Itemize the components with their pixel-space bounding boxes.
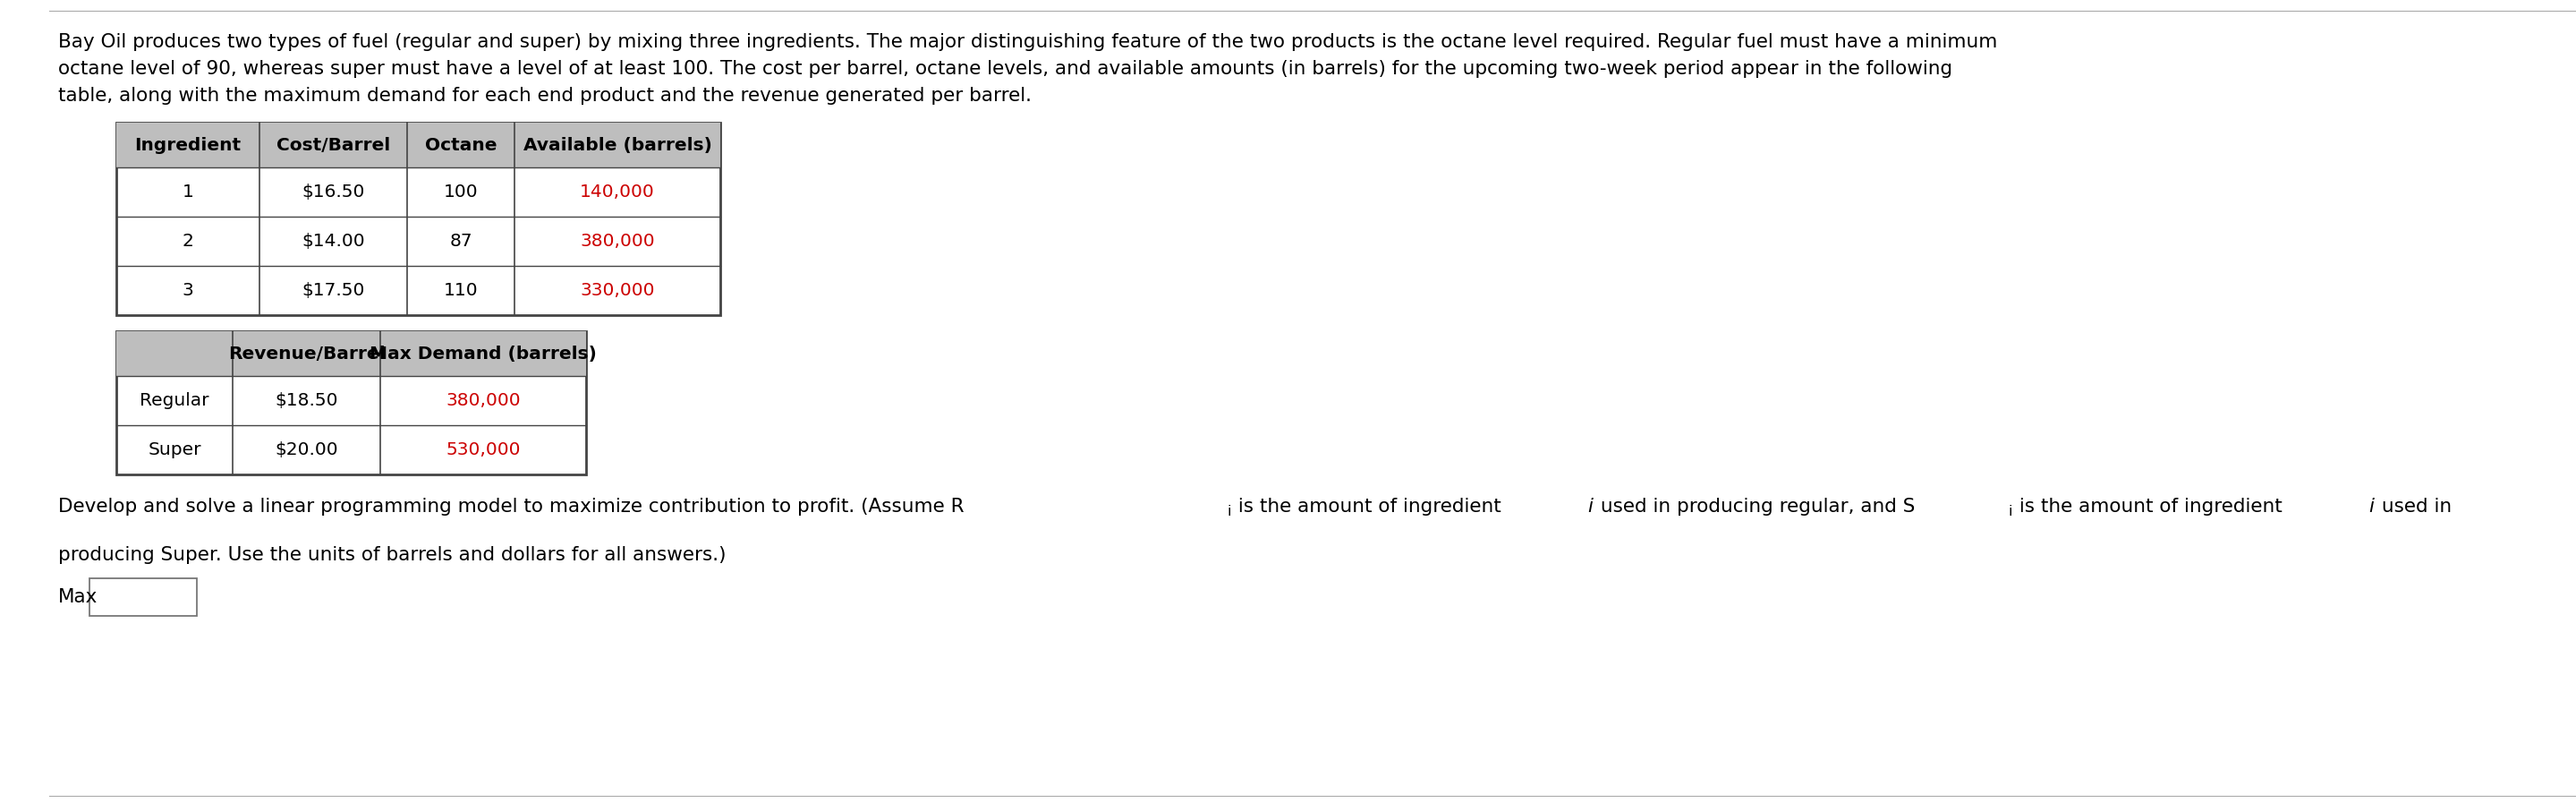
Bar — [116, 123, 721, 167]
Text: 3: 3 — [183, 282, 193, 299]
Text: i: i — [2009, 505, 2012, 518]
Text: 140,000: 140,000 — [580, 184, 654, 201]
Text: $18.50: $18.50 — [276, 392, 337, 409]
Text: Max Demand (barrels): Max Demand (barrels) — [368, 345, 598, 362]
Text: table, along with the maximum demand for each end product and the revenue genera: table, along with the maximum demand for… — [59, 87, 1030, 104]
Text: Revenue/Barrel: Revenue/Barrel — [227, 345, 384, 362]
Text: Ingredient: Ingredient — [134, 137, 242, 153]
Text: 380,000: 380,000 — [580, 233, 654, 250]
Text: Regular: Regular — [139, 392, 209, 409]
Text: is the amount of ingredient: is the amount of ingredient — [2014, 498, 2287, 516]
Text: Cost/Barrel: Cost/Barrel — [276, 137, 389, 153]
Text: Available (barrels): Available (barrels) — [523, 137, 711, 153]
Text: 1: 1 — [183, 184, 193, 201]
Text: i: i — [1226, 505, 1231, 518]
Bar — [116, 123, 721, 315]
Bar — [116, 331, 587, 475]
Text: Octane: Octane — [425, 137, 497, 153]
Text: i: i — [2370, 498, 2375, 516]
Text: 87: 87 — [448, 233, 471, 250]
Text: 100: 100 — [443, 184, 479, 201]
Text: $16.50: $16.50 — [301, 184, 366, 201]
Text: is the amount of ingredient: is the amount of ingredient — [1231, 498, 1507, 516]
Text: used in producing regular, and S: used in producing regular, and S — [1595, 498, 1914, 516]
Text: Max: Max — [59, 588, 98, 606]
Text: Develop and solve a linear programming model to maximize contribution to profit.: Develop and solve a linear programming m… — [59, 498, 963, 516]
Text: $17.50: $17.50 — [301, 282, 366, 299]
Text: 380,000: 380,000 — [446, 392, 520, 409]
Text: 110: 110 — [443, 282, 479, 299]
Text: producing Super. Use the units of barrels and dollars for all answers.): producing Super. Use the units of barrel… — [59, 546, 726, 564]
Text: 330,000: 330,000 — [580, 282, 654, 299]
Bar — [90, 578, 196, 616]
Text: Super: Super — [147, 442, 201, 459]
Text: octane level of 90, whereas super must have a level of at least 100. The cost pe: octane level of 90, whereas super must h… — [59, 60, 1953, 78]
Text: used in: used in — [2375, 498, 2452, 516]
Text: Bay Oil produces two types of fuel (regular and super) by mixing three ingredien: Bay Oil produces two types of fuel (regu… — [59, 33, 1996, 51]
Text: $20.00: $20.00 — [276, 442, 337, 459]
Text: $14.00: $14.00 — [301, 233, 366, 250]
Text: i: i — [1587, 498, 1592, 516]
Text: 2: 2 — [183, 233, 193, 250]
Bar — [116, 331, 587, 376]
Text: 530,000: 530,000 — [446, 442, 520, 459]
